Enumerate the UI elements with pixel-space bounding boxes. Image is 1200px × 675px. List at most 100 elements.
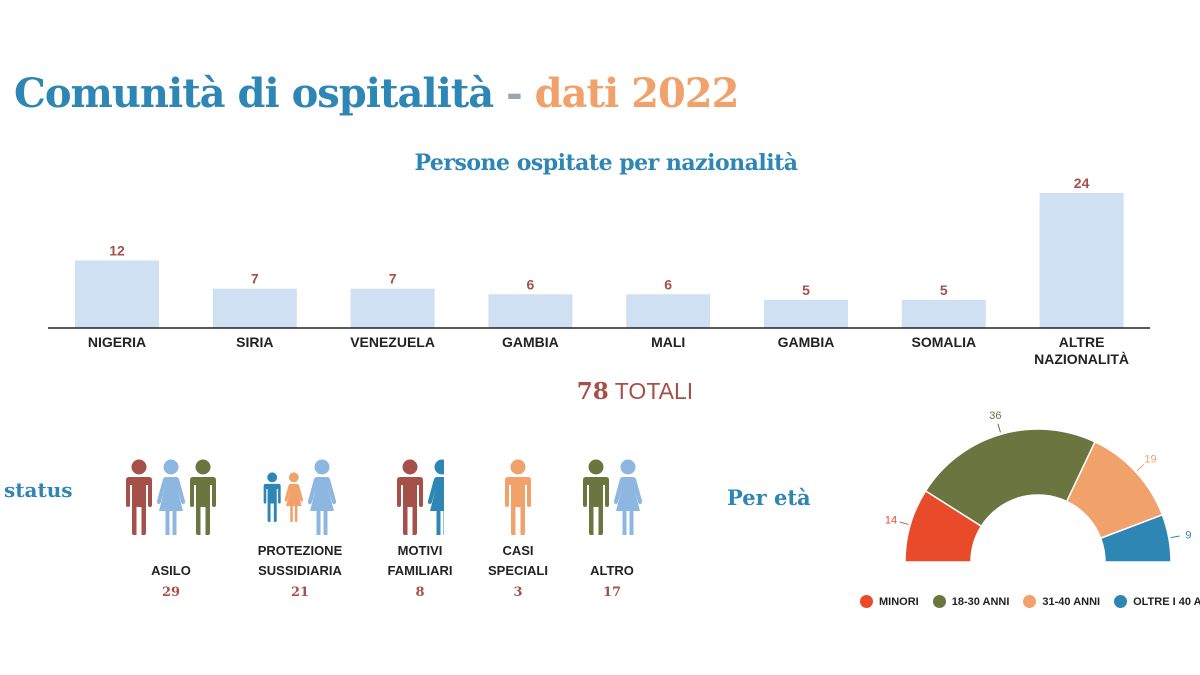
status-figures	[570, 455, 654, 535]
man-icon	[190, 459, 216, 535]
status-label-line: CASI	[502, 543, 534, 558]
status-count: 3	[513, 585, 523, 600]
status-label-lines: CASI SPECIALI	[488, 541, 548, 581]
status-label-line: SUSSIDIARIA	[258, 563, 342, 578]
donut-value-label: 36	[989, 410, 1001, 422]
status-label-line: SPECIALI	[488, 563, 548, 578]
legend-item: 31-40 ANNI	[1023, 595, 1100, 608]
status-figures	[263, 455, 337, 535]
category-label-line: NAZIONALITÀ	[1034, 351, 1129, 367]
age-semi-donut-chart: 14 36 19 9	[885, 410, 1192, 563]
status-label: ALTRO	[570, 541, 654, 581]
man-icon	[582, 459, 609, 535]
bar	[764, 299, 848, 328]
category-label: ALTRE NAZIONALITÀ	[1034, 334, 1129, 367]
status-label-line: PROTEZIONE	[257, 543, 343, 558]
donut-leader-line	[1136, 463, 1145, 471]
bar	[75, 260, 159, 328]
status-count: 17	[602, 585, 622, 600]
donut-segment	[1099, 513, 1172, 563]
donut-segment	[924, 428, 1097, 528]
woman-icon	[613, 459, 642, 535]
legend-swatch	[932, 595, 946, 608]
status-label: MOTIVI FAMILIARI	[372, 541, 468, 581]
legend-label: OLTRE I 40 AN	[1133, 595, 1200, 608]
category-label-line: GAMBIA	[778, 334, 835, 350]
bar-value-label: 12	[109, 243, 125, 259]
man-icon	[397, 459, 423, 535]
total-value: 78	[576, 378, 609, 405]
woman-icon	[427, 459, 444, 535]
status-group-asilo: ASILO 29	[125, 455, 217, 600]
donut-value-label: 14	[885, 514, 897, 526]
bar	[901, 299, 986, 328]
bar-value-label: 7	[251, 271, 259, 287]
status-label: ASILO	[125, 541, 217, 581]
donut-value-label: 19	[1144, 453, 1156, 465]
bar-value-label: 24	[1074, 175, 1090, 191]
category-label: GAMBIA	[502, 334, 559, 350]
bar	[350, 288, 435, 328]
age-chart-title: Per età	[727, 485, 811, 510]
legend-item: OLTRE I 40 AN	[1114, 595, 1200, 608]
legend-swatch	[1023, 595, 1037, 608]
bar-value-label: 5	[802, 282, 810, 298]
status-group-protezione-sussidiaria: PROTEZIONE SUSSIDIARIA 21	[250, 455, 350, 600]
status-count: 29	[161, 585, 181, 600]
donut-leader-line	[899, 521, 909, 525]
page-title-year: dati 2022	[534, 70, 740, 117]
category-label-line: SOMALIA	[912, 334, 977, 350]
category-label-line: MALI	[651, 334, 685, 350]
donut-value-label: 9	[1185, 529, 1191, 541]
status-label-line: ASILO	[151, 563, 191, 578]
category-label: VENEZUELA	[350, 334, 435, 350]
category-label: SIRIA	[236, 334, 273, 350]
total-people: 78 TOTALI	[0, 378, 1200, 405]
bar-value-label: 5	[940, 282, 948, 298]
bar-value-label: 6	[527, 276, 535, 292]
donut-leader-line	[1170, 535, 1180, 539]
page-title-main: Comunità di ospitalità	[14, 70, 494, 117]
status-figures	[396, 455, 444, 535]
status-group-casi-speciali: CASI SPECIALI 3	[476, 455, 560, 600]
man-icon	[126, 459, 152, 535]
woman-icon	[284, 472, 304, 522]
man-icon	[263, 472, 281, 522]
legend-swatch	[860, 595, 873, 608]
total-label: TOTALI	[614, 378, 694, 404]
status-label-lines: MOTIVI FAMILIARI	[388, 541, 453, 581]
status-heading: status	[4, 478, 73, 502]
donut-leader-line	[997, 423, 1001, 433]
bar	[1039, 193, 1124, 328]
category-label: MALI	[651, 334, 685, 350]
category-label-line: ALTRE	[1059, 334, 1105, 350]
category-label-line: SIRIA	[236, 334, 273, 350]
category-label: GAMBIA	[778, 334, 835, 350]
legend-item: 18-30 ANNI	[932, 595, 1010, 608]
legend-label: 18-30 ANNI	[951, 595, 1010, 608]
category-label-line: NIGERIA	[88, 334, 146, 350]
age-legend: MINORI 18-30 ANNI 31-40 ANNI OLTRE I 40 …	[860, 595, 1200, 608]
status-figures	[125, 455, 217, 535]
category-label-line: GAMBIA	[502, 334, 559, 350]
bar-value-label: 7	[389, 271, 397, 287]
category-label: NIGERIA	[88, 334, 146, 350]
bar	[626, 294, 711, 328]
legend-label: 31-40 ANNI	[1042, 595, 1101, 608]
category-label-line: VENEZUELA	[350, 334, 435, 350]
bar-value-label: 6	[664, 276, 672, 292]
legend-swatch	[1114, 595, 1128, 608]
status-label-line: MOTIVI	[397, 543, 443, 558]
woman-icon	[156, 459, 186, 535]
woman-icon	[307, 459, 337, 535]
bar-chart-title: Persone ospitate per nazionalità	[414, 150, 798, 176]
legend-label: MINORI	[879, 595, 919, 608]
status-count: 21	[290, 585, 310, 600]
legend-item: MINORI	[860, 595, 919, 608]
category-label: SOMALIA	[912, 334, 977, 350]
status-label-line: ALTRO	[590, 563, 634, 578]
status-label: CASI SPECIALI	[476, 541, 560, 581]
page-title: Comunità di ospitalità - dati 2022	[14, 70, 740, 117]
status-label-line: FAMILIARI	[387, 563, 453, 578]
status-count: 8	[415, 585, 425, 600]
